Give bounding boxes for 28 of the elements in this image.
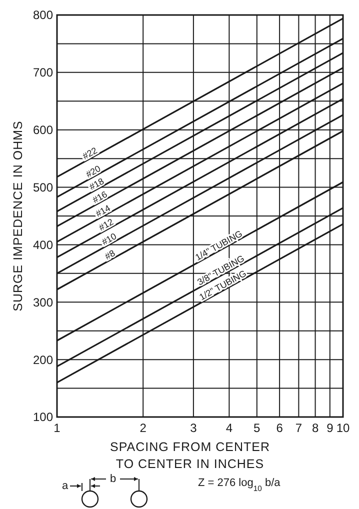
x-axis-title: SPACING FROM CENTER TO CENTER IN INCHES (110, 440, 270, 471)
x-tick-label: 7 (295, 421, 302, 435)
x-tick-label: 9 (326, 421, 334, 435)
text: #10 (100, 231, 118, 248)
text: b (110, 473, 116, 485)
x-tick-label: 2 (140, 421, 147, 435)
x-tick-label: 6 (276, 421, 284, 435)
y-tick-label: 200 (32, 352, 54, 367)
text: Z = 276 log$_{10}$ b/a (198, 477, 282, 492)
x-tick-label: 3 (190, 421, 198, 435)
y-tick-label: 500 (32, 180, 54, 194)
y-tick-label: 100 (32, 410, 54, 424)
y-tick-label: 800 (32, 8, 54, 22)
y-tick-label: 600 (32, 123, 54, 138)
x-tick-label: 4 (226, 421, 233, 435)
x-tick-label: 10 (336, 421, 350, 435)
y-tick-label: 700 (32, 66, 54, 80)
text: #14 (94, 202, 112, 219)
y-axis-title: SURGE IMPEDENCE IN OHMS (11, 120, 25, 312)
text: a (62, 480, 69, 492)
y-tick-label: 400 (32, 238, 54, 252)
text: #8 (103, 248, 117, 262)
text: #12 (97, 216, 116, 233)
text: #22 (80, 145, 99, 162)
x-tick-label: 5 (254, 421, 261, 435)
y-tick-label: 300 (32, 295, 54, 310)
x-tick-label: 8 (312, 421, 319, 435)
x-tick-label: 1 (54, 421, 61, 435)
